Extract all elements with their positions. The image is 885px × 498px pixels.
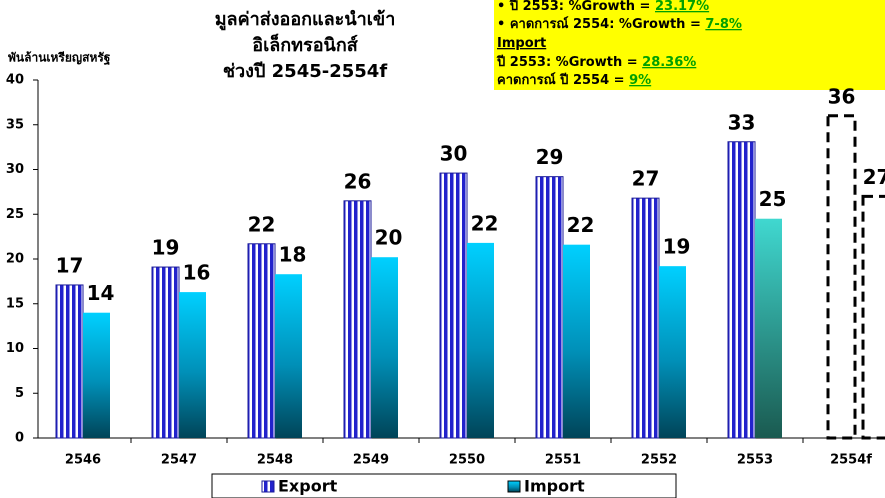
value-label: 26 <box>344 169 372 193</box>
annotation: คาดการณ์ ปี 2554 = 9% <box>497 72 651 88</box>
value-label: 22 <box>567 213 595 237</box>
annotation-text: คาดการณ์ ปี 2554 = <box>497 72 629 88</box>
bar <box>727 141 756 439</box>
value-label: 19 <box>152 236 180 260</box>
bar <box>439 172 468 439</box>
value-label: 36 <box>828 84 856 108</box>
y-tick-label: 5 <box>15 386 24 401</box>
bar <box>659 266 686 438</box>
value-label: 27 <box>863 165 885 189</box>
y-axis-label: พันล้านเหรียญสหรัฐ <box>8 51 111 66</box>
value-label: 25 <box>759 187 787 211</box>
annotation-highlight: 23.17% <box>655 0 709 14</box>
annotation: ปี 2553: %Growth = 28.36% <box>496 54 696 70</box>
value-label: 27 <box>632 167 660 191</box>
y-tick-label: 30 <box>6 162 24 177</box>
annotation-text: ปี 2553: %Growth = <box>496 54 642 70</box>
annotation-text: Import <box>497 36 546 51</box>
bar <box>275 274 302 438</box>
value-label: 22 <box>248 212 276 236</box>
annotation-text: • ปี 2553: %Growth = <box>497 0 655 14</box>
y-tick-label: 15 <box>6 296 24 311</box>
value-label: 29 <box>536 145 564 169</box>
bar <box>343 200 372 439</box>
value-label: 33 <box>728 110 756 134</box>
x-tick-label: 2551 <box>545 453 581 468</box>
y-tick-label: 40 <box>6 73 24 88</box>
annotation-text: • คาดการณ์ 2554: %Growth = <box>497 16 705 32</box>
x-tick-label: 2550 <box>449 453 485 468</box>
x-tick-label: 2547 <box>161 453 197 468</box>
value-label: 17 <box>56 253 84 277</box>
annotation-box <box>494 0 885 90</box>
x-tick-label: 2549 <box>353 453 389 468</box>
value-label: 20 <box>375 226 403 250</box>
bar <box>179 292 206 438</box>
x-tick-label: 2554f <box>830 453 872 468</box>
bar <box>371 257 398 438</box>
annotation: • คาดการณ์ 2554: %Growth = 7-8% <box>497 16 742 32</box>
legend-label: Import <box>524 477 585 496</box>
legend-label: Export <box>278 477 338 496</box>
value-label: 22 <box>471 211 499 235</box>
value-label: 18 <box>279 243 307 267</box>
value-label: 19 <box>663 235 691 259</box>
bar <box>535 176 564 439</box>
forecast-bar <box>826 114 857 440</box>
forecast-bar <box>861 194 885 440</box>
value-label: 14 <box>87 281 115 305</box>
bar <box>467 242 494 438</box>
annotations: • ปี 2553: %Growth = 23.17% • คาดการณ์ 25… <box>496 0 742 88</box>
y-tick-label: 0 <box>15 431 24 446</box>
y-tick-label: 35 <box>6 117 24 132</box>
bar <box>151 266 180 439</box>
y-tick-label: 20 <box>6 252 24 267</box>
chart-title: อิเล็กทรอนิกส์ <box>252 33 359 56</box>
annotation-highlight: 9% <box>629 73 651 88</box>
bar <box>83 312 110 438</box>
x-tick-label: 2552 <box>641 453 677 468</box>
chart-title: มูลค่าส่งออกและนำเข้า <box>215 9 396 31</box>
legend-swatch <box>507 480 521 493</box>
x-tick-label: 2546 <box>65 453 101 468</box>
bar <box>563 244 590 438</box>
bar <box>755 218 782 438</box>
annotation: Import <box>497 36 546 51</box>
annotation-highlight: 28.36% <box>642 55 696 70</box>
legend-swatch <box>261 480 275 493</box>
x-tick-label: 2548 <box>257 453 293 468</box>
bar <box>247 243 276 439</box>
chart-title: ช่วงปี 2545-2554f <box>223 61 387 82</box>
y-tick-label: 25 <box>6 207 24 222</box>
annotation-highlight: 7-8% <box>705 17 742 32</box>
annotation: • ปี 2553: %Growth = 23.17% <box>497 0 709 14</box>
bar <box>631 197 660 439</box>
value-label: 30 <box>440 142 468 166</box>
bar <box>55 284 84 439</box>
legend <box>211 473 677 498</box>
value-label: 16 <box>183 261 211 285</box>
x-tick-label: 2553 <box>737 453 773 468</box>
y-tick-label: 10 <box>6 341 24 356</box>
